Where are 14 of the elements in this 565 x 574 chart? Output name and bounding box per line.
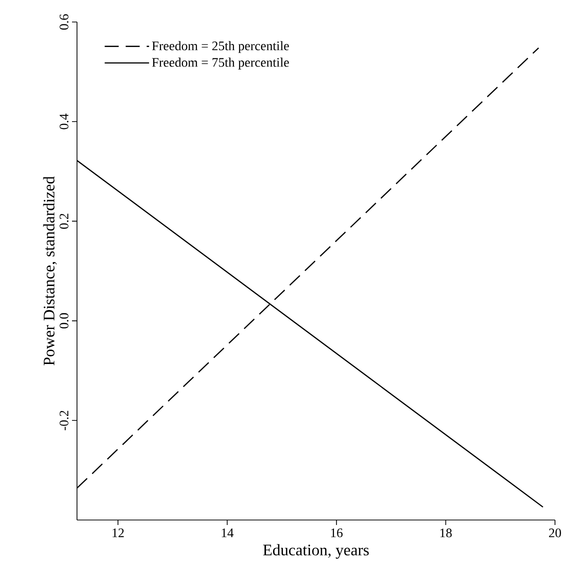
x-tick-label: 20: [549, 528, 561, 538]
y-tick-label: -0.2: [60, 410, 68, 430]
x-tick-label: 14: [222, 528, 234, 538]
x-tick-label: 18: [440, 528, 452, 538]
x-tick-label: 16: [331, 528, 343, 538]
legend-label: Freedom = 25th percentile: [152, 41, 289, 53]
legend-label: Freedom = 75th percentile: [152, 58, 289, 70]
y-axis-title: Power Distance, standardized: [43, 176, 57, 366]
y-tick-label: 0.4: [60, 114, 68, 130]
x-tick-label: 12: [112, 528, 124, 538]
x-axis-title: Education, years: [263, 544, 369, 559]
y-tick-label: 0.2: [60, 214, 68, 229]
y-tick-label: 0.6: [60, 14, 68, 30]
y-tick-label: 0.0: [60, 313, 68, 328]
